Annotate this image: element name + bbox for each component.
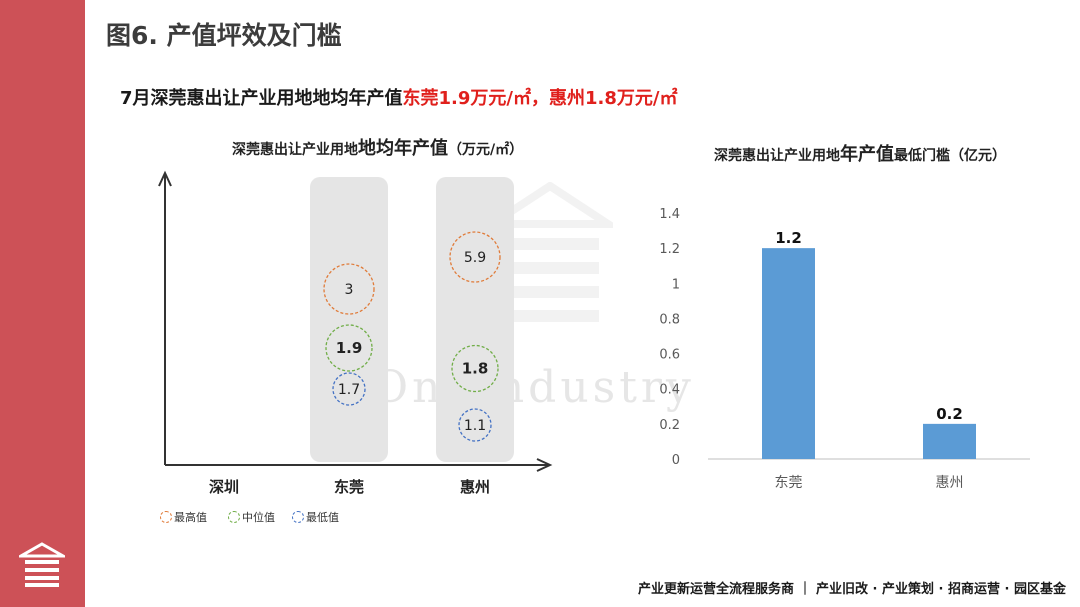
left-chart-title: 深莞惠出让产业用地地均年产值（万元/㎡） bbox=[232, 134, 523, 160]
city-column-bg bbox=[310, 177, 388, 462]
left-scatter-chart: 深圳 东莞 惠州 3 5.9 1.9 1.8 1.7 1.1 bbox=[158, 170, 553, 496]
left-x-tick-label: 惠州 bbox=[460, 478, 490, 496]
headline-dongguan: 东莞1.9万元/㎡ bbox=[402, 88, 531, 109]
company-logo-icon bbox=[19, 542, 65, 587]
legend-max-marker bbox=[160, 511, 172, 523]
right-y-tick-label: 0 bbox=[672, 453, 680, 468]
right-y-tick-label: 1 bbox=[672, 277, 680, 292]
legend-median: 中位值 bbox=[228, 509, 275, 525]
right-y-tick-label: 0.4 bbox=[659, 383, 680, 398]
median-point bbox=[325, 324, 373, 372]
left-y-axis-arrow bbox=[158, 170, 172, 187]
min-point bbox=[332, 372, 366, 406]
right-chart-title: 深莞惠出让产业用地年产值最低门槛（亿元） bbox=[714, 140, 1006, 166]
headline-huizhou: 惠州1.8万元/㎡ bbox=[549, 88, 678, 109]
left-x-tick-label: 深圳 bbox=[209, 478, 239, 496]
right-y-tick-label: 0.6 bbox=[659, 348, 680, 363]
footer-tagline: 产业更新运营全流程服务商 ｜ 产业旧改 · 产业策划 · 招商运营 · 园区基金 bbox=[637, 582, 1066, 597]
max-point-label: 3 bbox=[345, 282, 354, 298]
min-point bbox=[458, 408, 492, 442]
max-point bbox=[449, 231, 501, 283]
watermark-logo-icon bbox=[488, 182, 613, 322]
max-point bbox=[323, 263, 375, 315]
right-y-tick-label: 1.2 bbox=[659, 242, 680, 257]
bar-value-label: 1.2 bbox=[775, 229, 802, 247]
right-title-emphasis: 年产值 bbox=[840, 144, 894, 165]
left-x-axis-arrow bbox=[536, 458, 553, 472]
city-column-bg bbox=[436, 177, 514, 462]
right-x-tick-label: 东莞 bbox=[775, 475, 803, 491]
max-point-label: 5.9 bbox=[464, 250, 486, 266]
headline: 7月深莞惠出让产业用地地均年产值东莞1.9万元/㎡，惠州1.8万元/㎡ bbox=[120, 84, 677, 110]
side-accent-bar bbox=[0, 0, 85, 607]
right-y-tick-label: 0.2 bbox=[659, 418, 680, 433]
right-x-tick-label: 惠州 bbox=[936, 475, 964, 491]
right-title-part1: 深莞惠出让产业用地 bbox=[714, 148, 840, 164]
median-point bbox=[451, 344, 499, 393]
legend-min-marker bbox=[292, 511, 304, 523]
right-title-unit: 最低门槛（亿元） bbox=[894, 148, 1006, 164]
median-point-label: 1.9 bbox=[336, 339, 363, 357]
legend-max-label: 最高值 bbox=[174, 511, 207, 524]
min-point-label: 1.1 bbox=[464, 418, 486, 434]
headline-separator: ， bbox=[531, 88, 549, 109]
legend-median-label: 中位值 bbox=[242, 511, 275, 524]
bar bbox=[762, 248, 815, 459]
right-y-tick-label: 1.4 bbox=[659, 207, 680, 222]
left-title-unit: （万元/㎡） bbox=[448, 142, 524, 158]
left-x-tick-label: 东莞 bbox=[334, 478, 364, 496]
right-y-tick-label: 0.8 bbox=[659, 312, 680, 327]
headline-prefix: 7月深莞惠出让产业用地地均年产值 bbox=[120, 88, 403, 109]
left-title-part1: 深莞惠出让产业用地 bbox=[232, 142, 358, 158]
bar-value-label: 0.2 bbox=[936, 405, 963, 423]
watermark-text: OneIndustry bbox=[372, 362, 695, 413]
median-point-label: 1.8 bbox=[462, 360, 489, 378]
min-point-label: 1.7 bbox=[338, 382, 360, 398]
legend-max: 最高值 bbox=[160, 509, 207, 525]
legend-median-marker bbox=[228, 511, 240, 523]
right-bar-chart: 0 0.2 0.4 0.6 0.8 1 1.2 1.4 1.2 东莞 0.2 惠州 bbox=[659, 207, 1030, 491]
legend-min-label: 最低值 bbox=[306, 511, 339, 524]
legend-min: 最低值 bbox=[292, 509, 339, 525]
bar bbox=[923, 423, 976, 459]
figure-title: 图6. 产值坪效及门槛 bbox=[106, 21, 342, 50]
left-title-emphasis: 地均年产值 bbox=[358, 138, 448, 159]
